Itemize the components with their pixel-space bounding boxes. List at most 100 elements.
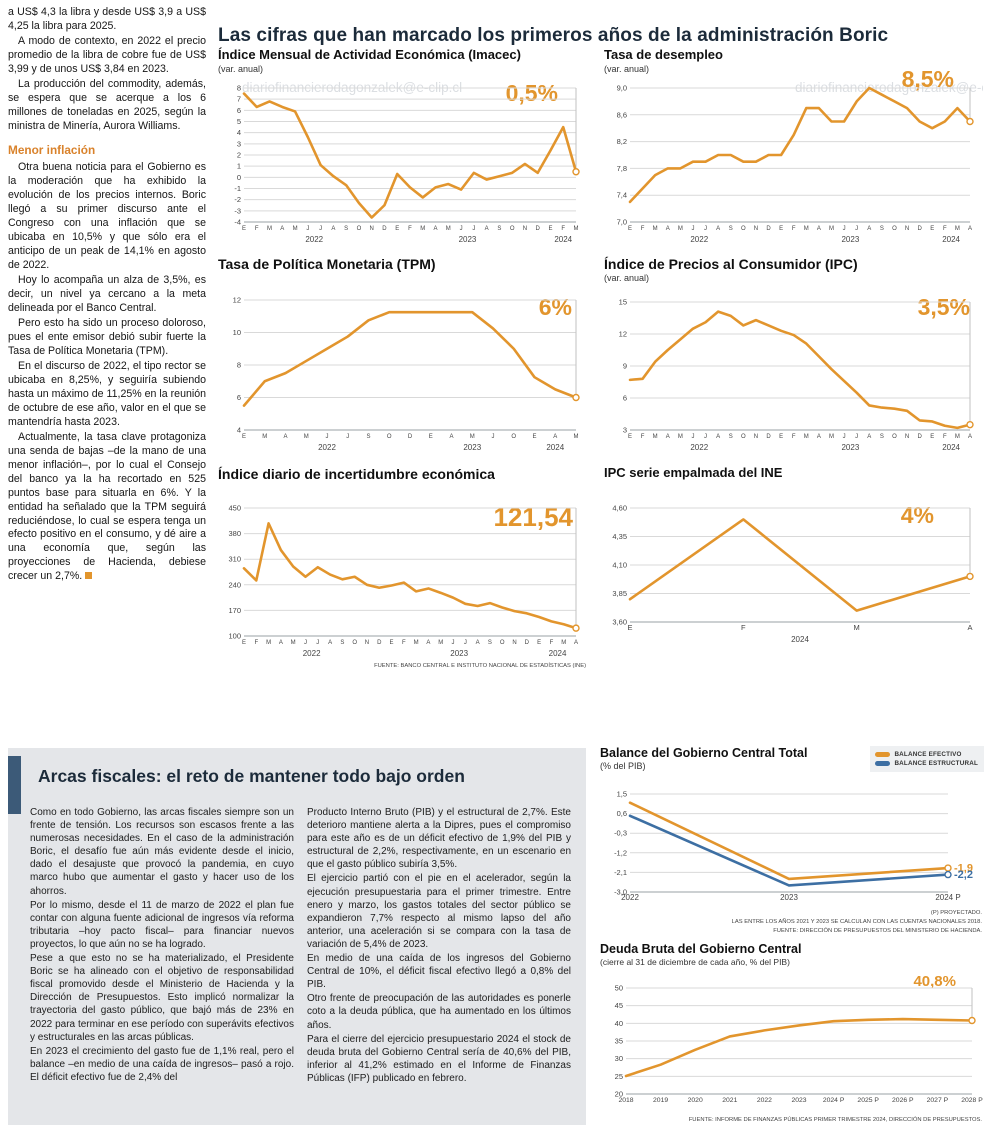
svg-text:E: E [429,434,433,440]
svg-text:M: M [420,226,425,232]
svg-text:M: M [574,434,579,440]
svg-text:4,10: 4,10 [612,561,627,570]
svg-text:A: A [328,640,332,646]
svg-text:F: F [254,640,258,646]
svg-text:8,2: 8,2 [617,137,627,146]
svg-text:N: N [754,434,758,440]
svg-text:A: A [485,226,489,232]
ipc-empalmada-line-plot: 4,60 4,35 4,10 3,85 3,60 E F M A 2024 [604,502,982,644]
article-paragraph: Hoy lo acompaña un alza de 3,5%, es deci… [8,274,206,314]
svg-text:F: F [561,226,565,232]
chart-value-label: 40,8% [913,973,956,990]
article-paragraph: A modo de contexto, en 2022 el precio pr… [8,34,206,75]
svg-text:15: 15 [619,298,627,307]
svg-text:D: D [766,434,771,440]
svg-text:A: A [666,434,670,440]
svg-text:6: 6 [237,393,241,402]
svg-text:O: O [352,640,357,646]
svg-text:E: E [532,434,536,440]
svg-text:M: M [854,623,860,632]
svg-text:E: E [242,226,246,232]
chart-subtitle: (% del PIB) [600,761,646,772]
svg-text:O: O [741,434,746,440]
svg-text:8,6: 8,6 [617,110,627,119]
svg-text:7,0: 7,0 [617,218,627,227]
svg-text:1,5: 1,5 [617,790,627,799]
svg-text:M: M [955,226,960,232]
svg-text:40: 40 [615,1019,623,1028]
incertidumbre-line-plot: 450 380 310 240 170 100 E F M A M J J A S O N D E F M A M J J A S O… [218,502,588,658]
svg-text:2022: 2022 [305,235,323,244]
svg-text:4,35: 4,35 [612,532,627,541]
svg-text:M: M [414,640,419,646]
svg-text:3,85: 3,85 [612,589,627,598]
svg-text:1: 1 [237,162,241,171]
section-heading-menor-inflacion: Menor inflación [8,142,96,157]
svg-text:2024: 2024 [942,235,960,244]
chart-title: Tasa de desempleo [604,47,723,62]
svg-text:S: S [729,434,733,440]
chart-title: Tasa de Política Monetaria (TPM) [218,256,436,272]
chart-value-label: 6% [538,294,572,320]
svg-text:D: D [525,640,530,646]
chart-tpm: Tasa de Política Monetaria (TPM) 6% 12 10… [218,256,588,456]
svg-text:30: 30 [615,1054,623,1063]
svg-text:M: M [291,640,296,646]
svg-text:J: J [704,226,707,232]
svg-text:M: M [804,434,809,440]
article-paragraph: La producción del commodity, además, se … [8,77,206,132]
svg-text:S: S [344,226,348,232]
chart-desempleo: Tasa de desempleo (var. anual) 8,5% 9,0 8… [604,47,982,250]
svg-text:-2,2: -2,2 [954,869,973,881]
svg-text:2024 P: 2024 P [935,893,960,902]
svg-text:S: S [880,434,884,440]
svg-text:-0,3: -0,3 [614,829,627,838]
fiscal-text-columns: Como en todo Gobierno, las arcas fiscale… [30,806,572,1086]
svg-text:0,6: 0,6 [617,809,627,818]
article-end-marker-icon [85,572,93,580]
chart-legend: BALANCE EFECTIVO BALANCE ESTRUCTURAL [870,746,984,772]
chart-title: Índice Mensual de Actividad Económica (I… [218,47,521,62]
svg-text:E: E [930,434,934,440]
svg-text:3,60: 3,60 [612,618,627,627]
svg-text:2023: 2023 [463,443,481,452]
balance-line-plot: 1,5 0,6 -0,3 -1,2 -2,1 -3,0 2022 2023 2024 P -1,9… [600,788,984,906]
svg-text:-2: -2 [234,195,241,204]
article-paragraph: Pero esto ha sido un proceso doloroso, p… [8,316,206,357]
svg-text:A: A [476,640,480,646]
svg-text:A: A [434,226,438,232]
svg-text:4,60: 4,60 [612,504,627,513]
svg-text:5: 5 [237,117,241,126]
svg-text:450: 450 [228,504,241,513]
svg-text:J: J [304,640,307,646]
fiscal-paragraph: En 2023 el crecimiento del gasto fue de … [30,1045,294,1083]
svg-text:N: N [512,640,516,646]
svg-text:E: E [537,640,541,646]
svg-text:N: N [365,640,369,646]
legend-item-efectivo: BALANCE EFECTIVO [875,751,978,758]
svg-text:170: 170 [228,606,241,615]
svg-text:310: 310 [228,555,241,564]
fiscal-paragraph: Por lo mismo, desde el 11 de marzo de 20… [30,899,294,950]
chart-title: Índice diario de incertidumbre económica [218,466,495,482]
fiscal-paragraph: Como en todo Gobierno, las arcas fiscale… [30,807,294,897]
svg-text:7,8: 7,8 [617,164,627,173]
svg-text:12: 12 [233,296,241,305]
svg-text:S: S [729,226,733,232]
svg-text:J: J [691,226,694,232]
svg-text:E: E [779,434,783,440]
svg-text:F: F [943,226,947,232]
deuda-line-plot: 50 45 40 35 30 25 20 2018 2019 2020 2021 2022 2023 20… [600,982,984,1108]
chart-incertidumbre: Índice diario de incertidumbre económica… [218,466,588,671]
svg-text:M: M [470,434,475,440]
svg-text:S: S [497,226,501,232]
svg-text:12: 12 [619,330,627,339]
svg-text:O: O [511,434,516,440]
svg-text:2024: 2024 [546,443,564,452]
svg-text:-3,0: -3,0 [614,888,627,897]
chart-deuda-bruta: Deuda Bruta del Gobierno Central (cierre… [600,942,984,1125]
chart-value-label: 8,5% [901,66,954,92]
svg-text:J: J [843,434,846,440]
svg-text:J: J [306,226,309,232]
